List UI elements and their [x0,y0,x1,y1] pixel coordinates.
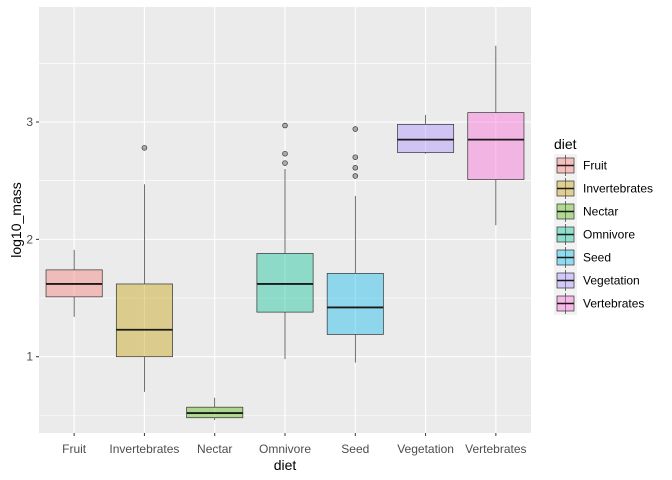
box-body [115,283,173,358]
box-body [467,112,525,180]
outlier-point [352,154,359,160]
legend-item-fruit: Fruit [554,154,608,177]
box-body [326,273,384,335]
y-tick-label: 2 [26,232,33,246]
box-body [256,253,314,313]
legend-item-omnivore: Omnivore [554,223,635,246]
legend-label: Invertebrates [583,182,653,196]
box-vertebrates [467,45,525,226]
x-tick-label: Nectar [197,442,232,456]
box-body [397,124,455,153]
legend-label: Nectar [583,205,618,219]
box-seed [326,126,384,363]
x-tick-label: Omnivore [259,442,311,456]
outlier-point [352,173,359,179]
x-tick-label: Seed [341,442,369,456]
y-tick-label: 3 [26,115,33,129]
legend: diet Fruit Invertebrates Nectar Omnivore See… [554,136,653,315]
y-axis-title: log10_mass [8,182,24,258]
box-vegetation [397,114,455,154]
legend-label: Omnivore [583,228,635,242]
outlier-point [282,160,288,166]
x-axis-title: diet [274,457,297,473]
x-tick-label: Vertebrates [465,442,526,456]
legend-item-nectar: Nectar [554,200,618,223]
outlier-point [352,165,359,171]
legend-label: Vertebrates [583,297,644,311]
legend-item-invertebrates: Invertebrates [554,177,653,200]
outlier-point [141,145,148,151]
legend-title: diet [554,136,577,152]
legend-item-vertebrates: Vertebrates [554,292,644,315]
axis-layer: 1 2 3 Fruit Invertebrates Nectar Omnivore Seed V… [26,115,526,456]
legend-item-seed: Seed [554,246,611,269]
outlier-point [282,122,288,129]
box-nectar [186,397,244,421]
box-layer [45,45,525,421]
outlier-point [282,150,288,157]
box-fruit [45,249,103,317]
box-omnivore [256,122,314,360]
outlier-point [352,126,359,132]
legend-label: Vegetation [583,274,640,288]
legend-item-vegetation: Vegetation [554,269,640,292]
x-tick-label: Invertebrates [109,442,179,456]
x-tick-label: Fruit [62,442,87,456]
legend-label: Fruit [583,159,608,173]
legend-label: Seed [583,251,611,265]
box-invertebrates [115,145,173,392]
x-tick-label: Vegetation [397,442,454,456]
y-tick-label: 1 [26,350,33,364]
